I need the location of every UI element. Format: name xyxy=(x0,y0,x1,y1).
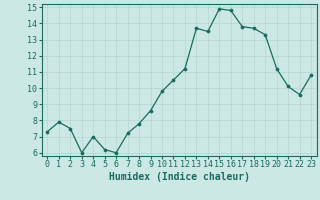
X-axis label: Humidex (Indice chaleur): Humidex (Indice chaleur) xyxy=(109,172,250,182)
